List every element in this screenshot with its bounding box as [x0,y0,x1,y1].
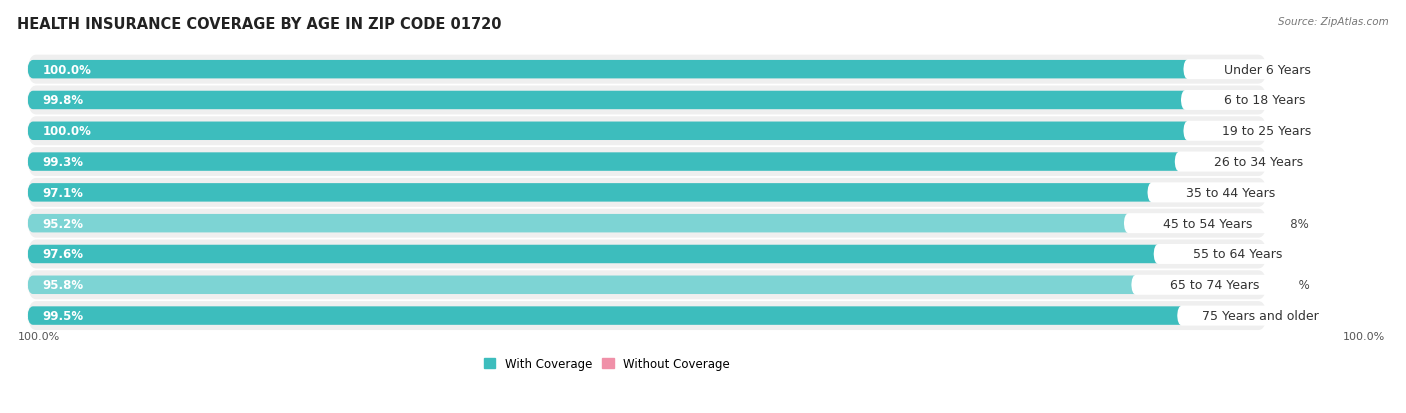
FancyBboxPatch shape [1177,306,1344,326]
FancyBboxPatch shape [27,276,1215,294]
Text: 95.2%: 95.2% [42,217,83,230]
FancyBboxPatch shape [1237,245,1267,263]
Text: 99.8%: 99.8% [42,94,83,107]
FancyBboxPatch shape [1258,153,1267,171]
Text: 55 to 64 Years: 55 to 64 Years [1192,248,1282,261]
FancyBboxPatch shape [27,245,1237,263]
FancyBboxPatch shape [27,271,1267,299]
FancyBboxPatch shape [1261,306,1267,325]
FancyBboxPatch shape [27,117,1267,146]
FancyBboxPatch shape [27,209,1267,238]
Legend: With Coverage, Without Coverage: With Coverage, Without Coverage [479,352,734,375]
Text: 97.6%: 97.6% [42,248,83,261]
FancyBboxPatch shape [27,56,1267,84]
FancyBboxPatch shape [1123,214,1291,234]
Text: 100.0%: 100.0% [42,125,91,138]
FancyBboxPatch shape [1174,152,1343,172]
Text: 2.4%: 2.4% [1279,248,1309,261]
FancyBboxPatch shape [1184,60,1351,80]
Text: 97.1%: 97.1% [42,186,83,199]
FancyBboxPatch shape [27,184,1232,202]
Text: 99.3%: 99.3% [42,156,83,169]
Text: 0.16%: 0.16% [1279,94,1316,107]
FancyBboxPatch shape [1208,214,1267,233]
FancyBboxPatch shape [1147,183,1315,203]
FancyBboxPatch shape [27,122,1267,141]
FancyBboxPatch shape [27,240,1267,269]
FancyBboxPatch shape [27,92,1264,110]
Text: 100.0%: 100.0% [17,331,59,341]
FancyBboxPatch shape [1132,275,1299,295]
FancyBboxPatch shape [1153,244,1322,264]
FancyBboxPatch shape [1181,91,1348,111]
FancyBboxPatch shape [27,153,1258,171]
Text: 45 to 54 Years: 45 to 54 Years [1163,217,1253,230]
Text: 6 to 18 Years: 6 to 18 Years [1223,94,1305,107]
Text: Source: ZipAtlas.com: Source: ZipAtlas.com [1278,17,1389,26]
Text: 100.0%: 100.0% [42,64,91,76]
Text: 95.8%: 95.8% [42,279,83,292]
Text: 0.0%: 0.0% [1279,125,1309,138]
FancyBboxPatch shape [27,148,1267,177]
Text: 0.73%: 0.73% [1279,156,1317,169]
FancyBboxPatch shape [1184,121,1351,141]
FancyBboxPatch shape [27,214,1208,233]
Text: 75 Years and older: 75 Years and older [1202,309,1319,322]
FancyBboxPatch shape [27,301,1267,330]
FancyBboxPatch shape [27,306,1261,325]
FancyBboxPatch shape [1215,276,1268,294]
Text: 26 to 34 Years: 26 to 34 Years [1213,156,1303,169]
FancyBboxPatch shape [27,61,1267,79]
FancyBboxPatch shape [27,178,1267,207]
FancyBboxPatch shape [27,86,1267,115]
Text: 0.0%: 0.0% [1279,64,1309,76]
Text: 4.3%: 4.3% [1281,279,1310,292]
Text: 4.8%: 4.8% [1279,217,1309,230]
Text: HEALTH INSURANCE COVERAGE BY AGE IN ZIP CODE 01720: HEALTH INSURANCE COVERAGE BY AGE IN ZIP … [17,17,502,31]
Text: 2.9%: 2.9% [1279,186,1309,199]
FancyBboxPatch shape [1263,92,1268,110]
Text: 65 to 74 Years: 65 to 74 Years [1170,279,1260,292]
Text: 99.5%: 99.5% [42,309,83,322]
Text: 0.49%: 0.49% [1279,309,1316,322]
Text: 100.0%: 100.0% [1343,331,1385,341]
Text: Under 6 Years: Under 6 Years [1223,64,1310,76]
FancyBboxPatch shape [1232,184,1267,202]
Text: 35 to 44 Years: 35 to 44 Years [1187,186,1275,199]
Text: 19 to 25 Years: 19 to 25 Years [1222,125,1312,138]
